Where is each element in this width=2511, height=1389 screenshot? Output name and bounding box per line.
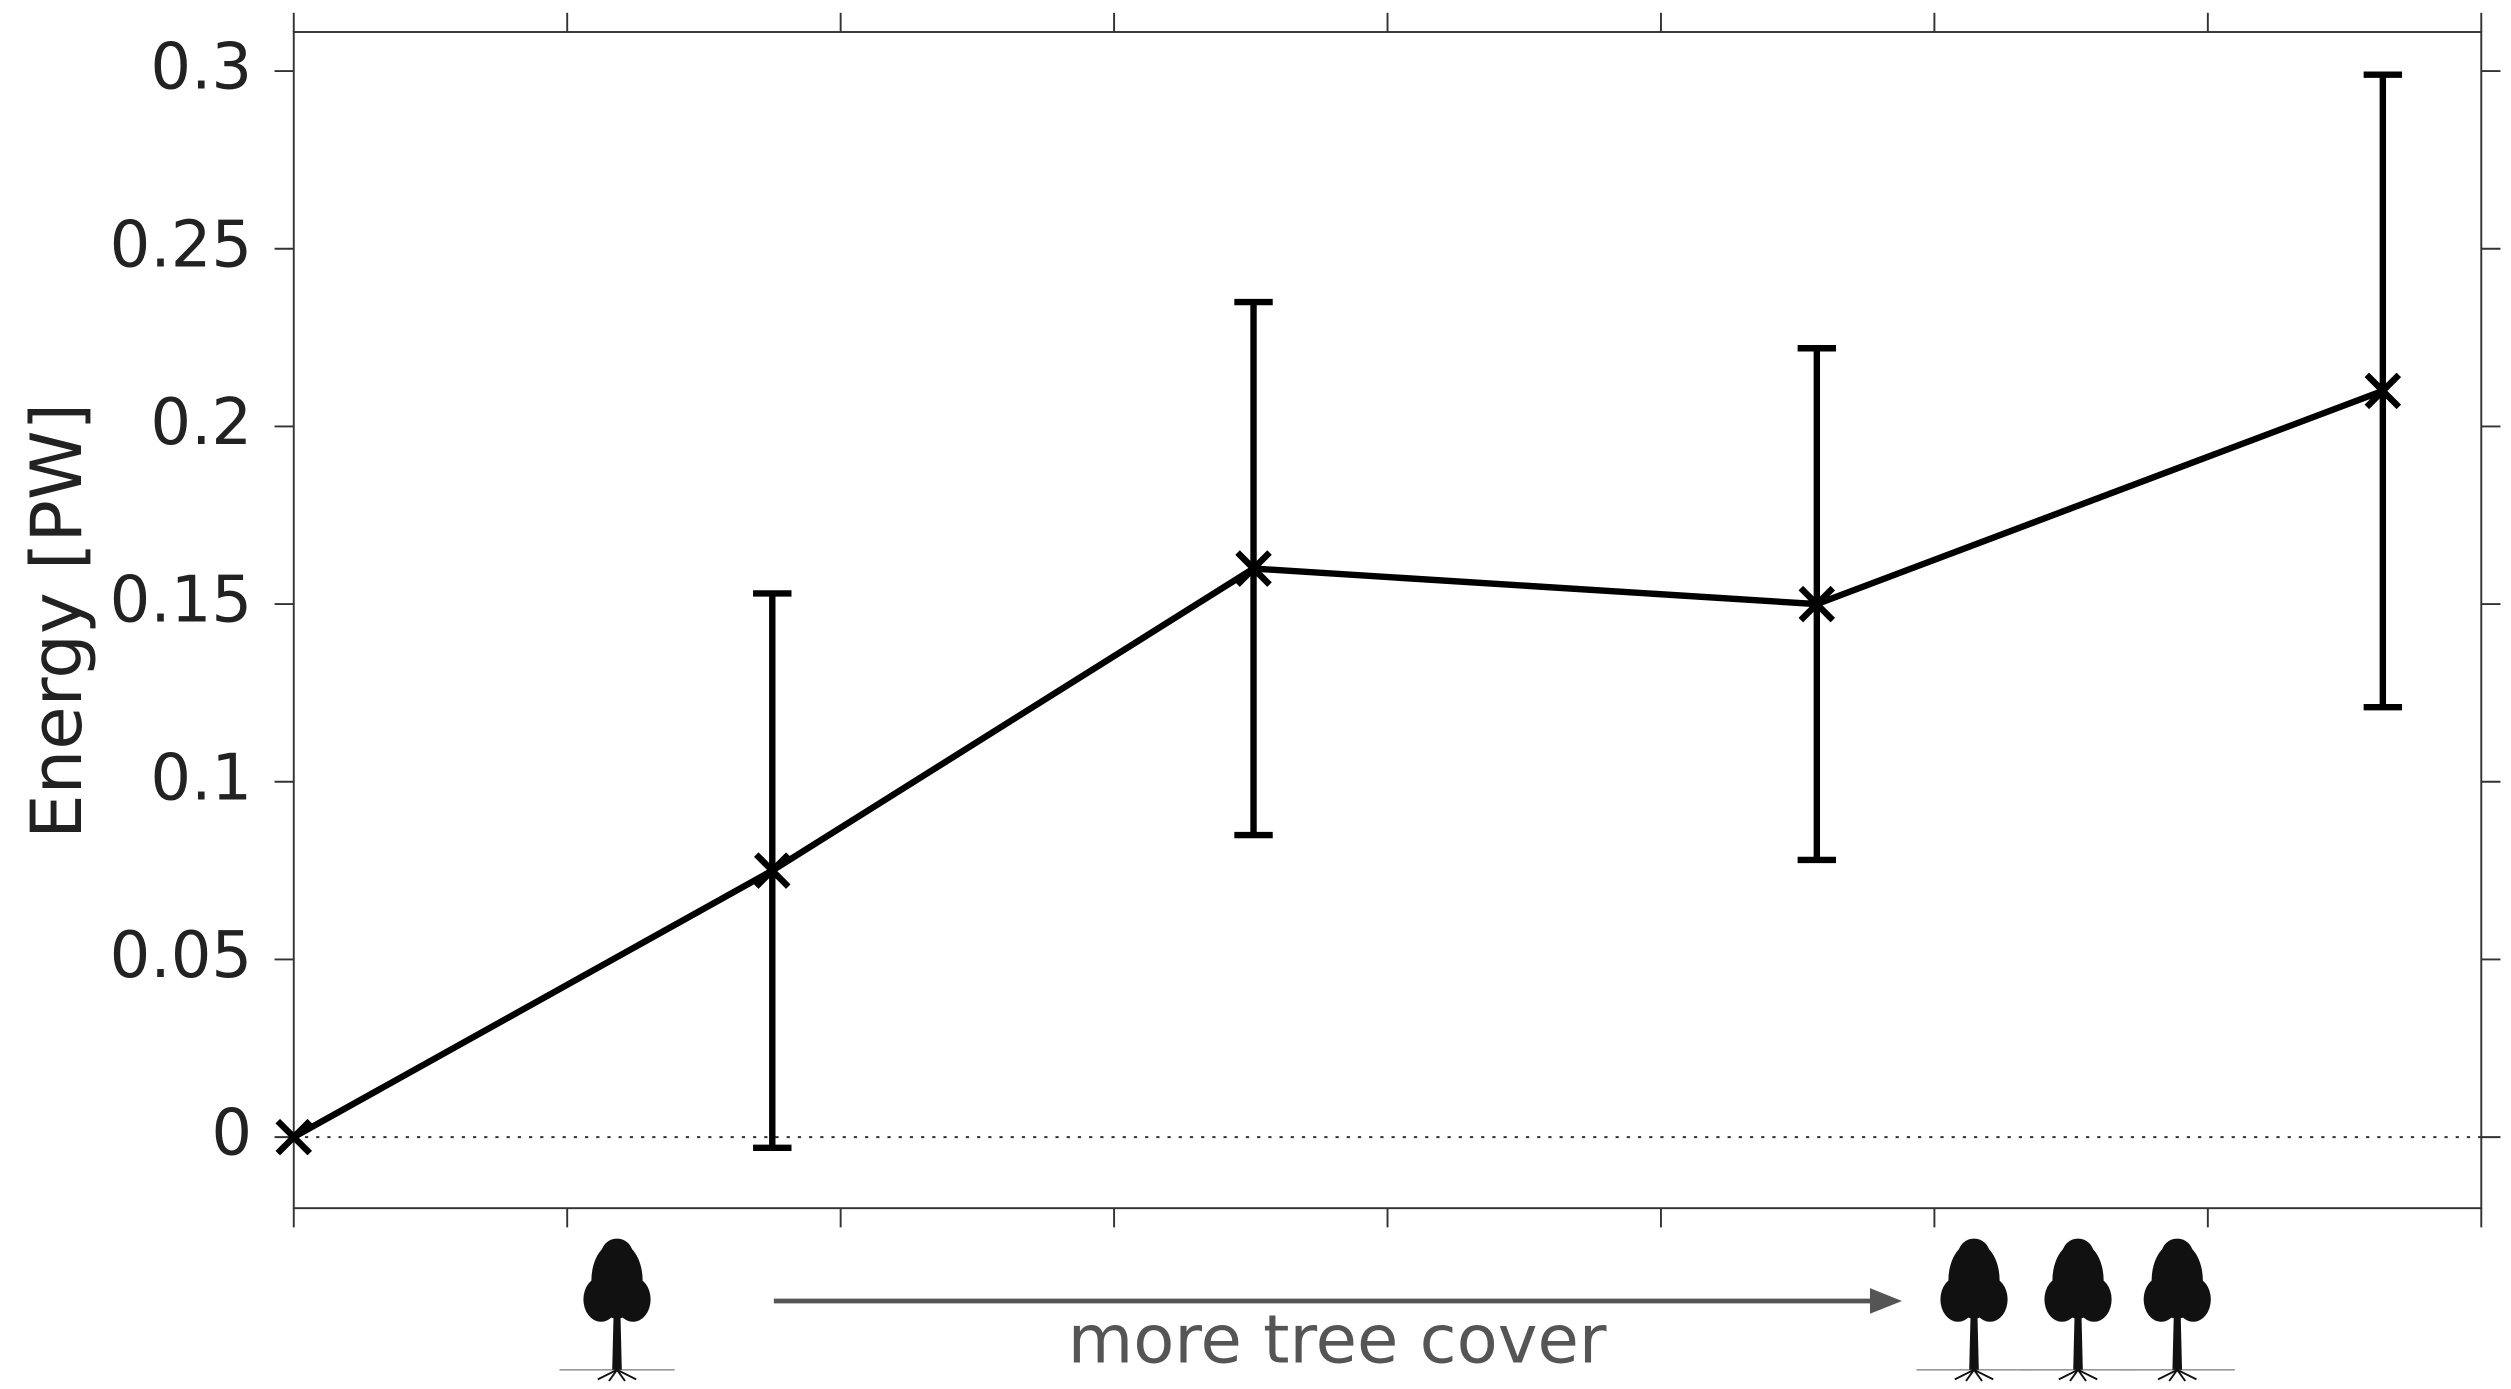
crown [2076,1276,2112,1322]
crown [1940,1276,1976,1322]
trunk [2073,1304,2083,1370]
y-tick-label: 0.25 [110,208,253,282]
crown [1958,1238,1991,1271]
marker [275,1118,313,1156]
trunk [612,1304,622,1370]
crown [601,1238,634,1271]
crown [2161,1238,2194,1271]
crown [2175,1276,2211,1322]
crown [1972,1276,2008,1322]
marker [754,852,791,889]
y-tick-label: 0.2 [150,386,252,460]
roots [1954,1368,1994,1382]
tree-cover-arrow [773,1288,1902,1314]
crown [615,1276,651,1322]
roots [2157,1368,2197,1382]
trunk [2172,1304,2183,1370]
plot-frame [292,31,2483,1210]
crown [2062,1238,2095,1271]
crown [2044,1276,2080,1322]
crown [583,1276,619,1322]
tree-icons [559,1238,2235,1382]
y-tick-label: 0.05 [110,919,253,993]
y-axis-label: Energy [PW] [16,403,98,839]
marker [1798,585,1836,623]
crown [2143,1276,2179,1322]
y-tick-label: 0.1 [150,741,252,815]
y-tick-label: 0 [211,1097,252,1171]
marker [1235,550,1272,587]
data-line [292,387,2384,1140]
roots [597,1368,637,1382]
trunk [1969,1304,1979,1370]
annotation: more tree cover [1068,1301,1607,1379]
marker [2364,372,2402,410]
y-tick-label: 0.15 [110,564,253,638]
y-tick-label: 0.3 [150,31,252,105]
roots [2058,1368,2098,1382]
